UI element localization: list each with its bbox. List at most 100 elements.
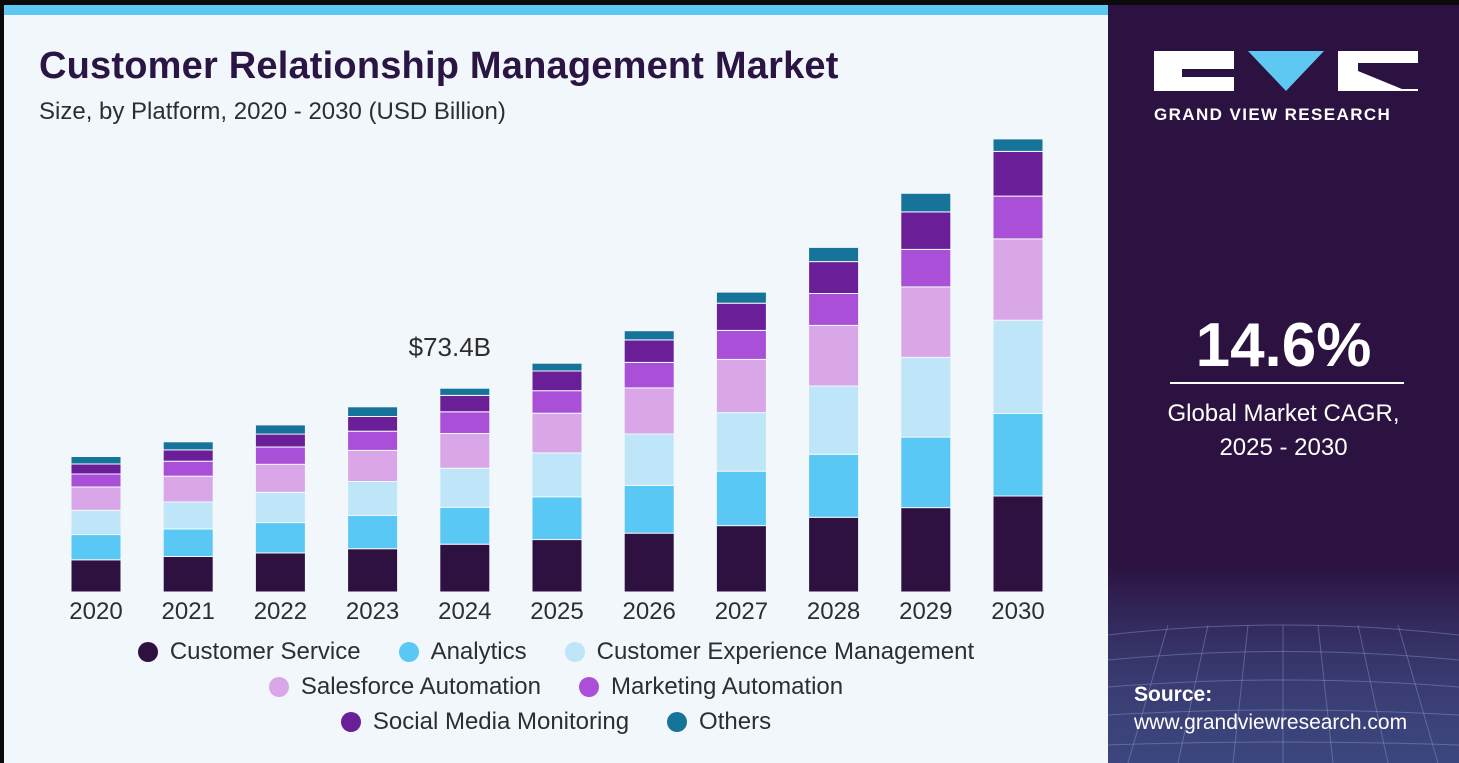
x-tick-label: 2021 [162,598,215,625]
bar-segment-2028-social-media-monitoring [808,261,860,295]
bar-segment-2030-others [992,138,1044,152]
bar-segment-2022-marketing-automation [254,446,306,465]
legend-item: Others [667,708,771,736]
bar-segment-2024-salesforce-automation [439,433,491,469]
bar-segment-2024-customer-experience-management [439,467,491,508]
bar-segment-2029-salesforce-automation [900,286,952,358]
bar-segment-2020-customer-experience-management [70,509,122,536]
bar-segment-2030-social-media-monitoring [992,150,1044,197]
bar-segment-2023-analytics [347,514,399,550]
bar-segment-2024-analytics [439,506,491,545]
bar-segment-2022-customer-experience-management [254,491,306,524]
bar-segment-2023-customer-service [347,548,399,593]
bar-segment-2022-analytics [254,522,306,554]
bar-segment-2021-salesforce-automation [162,475,214,503]
x-tick-label: 2030 [991,598,1044,625]
bar-segment-2020-social-media-monitoring [70,463,122,475]
bar-segment-2029-social-media-monitoring [900,211,952,250]
legend-row: Customer Service Analytics Customer Experi… [4,638,1108,666]
bar-segment-2022-social-media-monitoring [254,433,306,448]
bar-segment-2028-salesforce-automation [808,325,860,387]
bar-segment-2023-customer-experience-management [347,481,399,516]
bar-segment-2026-customer-experience-management [623,433,675,486]
legend-item: Social Media Monitoring [340,708,630,736]
bar-segment-2030-analytics [992,413,1044,497]
bar-segment-2027-social-media-monitoring [715,302,767,331]
legend-swatch [137,642,158,662]
bar-segment-2025-others [531,362,583,372]
x-tick-label: 2026 [623,598,676,625]
bar-segment-2026-salesforce-automation [623,387,675,435]
x-tick-label: 2023 [346,598,399,625]
bar-segment-2020-marketing-automation [70,473,122,488]
legend-swatch [579,677,599,697]
brand-panel: GRAND VIEW RESEARCH 14.6% Global Market … [1108,5,1459,763]
source-url: www.grandviewresearch.com [1134,711,1408,734]
bar-segment-2026-others [623,330,675,341]
bar-segment-2025-social-media-monitoring [531,370,583,392]
bar-segment-2030-customer-experience-management [992,319,1044,415]
cagr-label-line1: Global Market CAGR, [1167,400,1400,427]
cagr-value: 14.6% [1195,311,1372,380]
cagr-divider [1170,382,1404,384]
legend-swatch [340,712,361,732]
source-label: Source: [1134,683,1213,706]
bar-segment-2027-marketing-automation [715,330,767,360]
legend-swatch [564,642,585,662]
bar-segment-2020-customer-service [70,559,122,593]
legend-swatch [667,712,688,732]
bar-segment-2030-marketing-automation [992,195,1044,240]
bar-segment-2024-marketing-automation [439,411,491,434]
bar-segment-2029-marketing-automation [900,248,952,288]
bar-segment-2020-salesforce-automation [70,486,122,511]
cagr-label: Global Market CAGR, 2025 - 2030 [1108,397,1459,465]
bar-segment-2022-salesforce-automation [254,463,306,493]
bar-segment-2030-salesforce-automation [992,238,1044,321]
grand-view-research-logo [1154,51,1418,91]
x-tick-label: 2028 [807,598,860,625]
x-tick-label: 2025 [530,598,583,625]
bar-segment-2022-others [254,424,306,435]
bar-segment-2020-others [70,456,122,465]
bar-segment-2027-customer-experience-management [715,412,767,472]
bar-segment-2029-customer-experience-management [900,356,952,438]
bar-segment-2026-analytics [623,484,675,534]
bar-segment-2025-analytics [531,496,583,541]
legend-label: Others [699,708,772,735]
cagr-label-line2: 2025 - 2030 [1219,434,1348,461]
bar-segment-2021-others [162,441,214,451]
brand-name: GRAND VIEW RESEARCH [1154,105,1392,124]
legend-swatch [268,677,289,697]
bar-segment-2029-others [900,192,952,213]
legend-row: Salesforce Automation Marketing Automatio… [4,673,1108,701]
x-tick-label: 2027 [715,598,768,625]
bar-segment-2027-salesforce-automation [715,358,767,414]
bar-segment-2028-analytics [808,453,860,518]
bar-segment-2021-analytics [162,528,214,557]
legend-label: Customer Experience Management [596,638,975,665]
bar-segment-2021-customer-service [162,556,214,593]
legend-label: Customer Service [169,638,361,665]
chart-title: Customer Relationship Management Market [39,45,839,87]
bar-segment-2024-others [439,387,491,396]
bar-segment-2029-customer-service [900,507,952,593]
legend-label: Marketing Automation [611,673,844,700]
bar-segment-2029-analytics [900,436,952,509]
legend-item: Analytics [398,638,527,666]
bar-segment-2026-marketing-automation [623,361,675,389]
top-accent-bar [4,5,1108,15]
bar-segment-2023-social-media-monitoring [347,416,399,432]
legend-item: Customer Experience Management [564,638,975,666]
bar-segment-2025-customer-experience-management [531,452,583,498]
bar-segment-2024-social-media-monitoring [439,394,491,413]
bar-segment-2021-customer-experience-management [162,501,214,530]
bar-segment-2023-others [347,406,399,417]
legend-label: Social Media Monitoring [372,708,630,735]
bar-segment-2027-analytics [715,470,767,527]
x-tick-label: 2024 [438,598,491,625]
bar-segment-2028-others [808,246,860,263]
legend-swatch [398,642,419,662]
bar-segment-2023-marketing-automation [347,430,399,451]
